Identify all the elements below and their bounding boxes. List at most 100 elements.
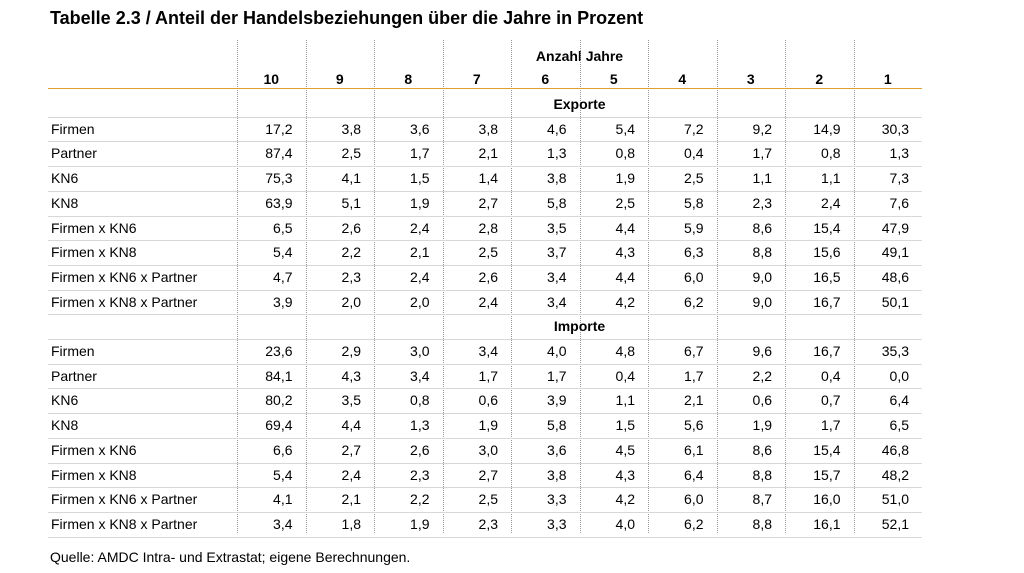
- cell: 2,6: [410, 441, 430, 458]
- row-rule: [48, 487, 922, 489]
- cell: 2,2: [752, 367, 772, 384]
- cell: 8,7: [752, 491, 772, 508]
- group-header: Anzahl Jahre: [535, 48, 624, 64]
- row-label: Firmen x KN6: [51, 219, 137, 236]
- cell: 2,4: [410, 219, 430, 236]
- cell: 2,1: [684, 392, 704, 409]
- cell: 80,2: [265, 392, 293, 409]
- row-rule: [48, 166, 922, 168]
- cell: 3,5: [547, 219, 567, 236]
- cell: 6,6: [273, 441, 293, 458]
- cell: 2,6: [341, 219, 361, 236]
- cell: 3,5: [341, 392, 361, 409]
- section-rule: [48, 536, 922, 538]
- row-rule: [48, 462, 922, 464]
- cell: 1,3: [889, 145, 909, 162]
- cell: 1,1: [821, 170, 841, 187]
- cell: 7,3: [889, 170, 909, 187]
- cell: 3,4: [547, 293, 567, 310]
- column-separator: [648, 40, 649, 533]
- cell: 9,6: [752, 343, 772, 359]
- cell: 2,2: [410, 491, 430, 508]
- cell: 5,1: [341, 194, 361, 211]
- column-separator: [305, 40, 307, 533]
- cell: 4,3: [341, 367, 361, 384]
- cell: 8,6: [752, 441, 772, 458]
- cell: 0,7: [821, 392, 841, 409]
- row-label: Firmen x KN6: [51, 441, 137, 458]
- cell: 6,1: [684, 441, 704, 458]
- cell: 4,2: [615, 293, 635, 310]
- cell: 9,0: [752, 293, 772, 310]
- cell: 1,7: [821, 417, 841, 434]
- cell: 16,5: [813, 268, 841, 285]
- cell: 3,9: [273, 293, 293, 310]
- cell: 2,8: [478, 219, 498, 236]
- cell: 2,4: [478, 293, 498, 310]
- cell: 5,9: [684, 219, 704, 236]
- cell: 15,7: [813, 466, 841, 483]
- cell: 4,5: [615, 441, 635, 458]
- cell: 6,0: [684, 491, 704, 508]
- column-header: 4: [678, 71, 687, 87]
- cell: 5,4: [273, 466, 293, 483]
- cell: 4,2: [615, 491, 635, 508]
- cell: 2,4: [341, 466, 361, 483]
- row-rule: [48, 116, 922, 118]
- cell: 6,4: [889, 392, 909, 409]
- cell: 16,1: [813, 515, 841, 532]
- cell: 2,0: [341, 293, 361, 310]
- cell: 4,4: [615, 219, 635, 236]
- cell: 52,1: [881, 515, 909, 532]
- title: Tabelle 2.3 / Anteil der Handelsbeziehun…: [50, 8, 644, 28]
- cell: 1,8: [341, 515, 361, 532]
- cell: 2,6: [478, 268, 498, 285]
- cell: 2,7: [341, 441, 361, 458]
- row-label: Firmen x KN6 x Partner: [51, 268, 198, 285]
- row-rule: [48, 388, 922, 390]
- cell: 2,1: [478, 145, 498, 162]
- cell: 2,5: [341, 145, 361, 162]
- cell: 5,6: [684, 417, 704, 434]
- row-label: Firmen: [51, 343, 95, 359]
- cell: 0,6: [478, 392, 498, 409]
- cell: 2,0: [410, 293, 430, 310]
- cell: 9,2: [752, 120, 772, 137]
- cell: 1,7: [478, 367, 498, 384]
- cell: 49,1: [881, 244, 909, 261]
- row-rule: [48, 190, 922, 192]
- cell: 15,4: [813, 441, 841, 458]
- cell: 1,5: [615, 417, 635, 434]
- row-rule: [48, 240, 922, 242]
- cell: 7,2: [684, 120, 704, 137]
- header-rule: [48, 88, 922, 89]
- cell: 1,1: [615, 392, 635, 409]
- cell: 0,4: [821, 367, 841, 384]
- cell: 4,4: [341, 417, 361, 434]
- cell: 1,9: [478, 417, 498, 434]
- cell: 8,6: [752, 219, 772, 236]
- column-separator: [579, 40, 581, 533]
- cell: 6,4: [684, 466, 704, 483]
- cell: 5,8: [547, 417, 567, 434]
- row-label: Firmen x KN8 x Partner: [51, 515, 198, 532]
- cell: 0,4: [615, 367, 635, 384]
- row-label: KN6: [51, 392, 79, 409]
- column-separator: [853, 40, 855, 533]
- cell: 35,3: [881, 343, 909, 359]
- row-label: KN8: [51, 194, 79, 211]
- cell: 1,9: [410, 194, 430, 211]
- column-header: 3: [746, 71, 755, 87]
- cell: 51,0: [881, 491, 909, 508]
- cell: 3,3: [547, 491, 567, 508]
- cell: 1,3: [547, 145, 567, 162]
- cell: 46,8: [881, 441, 909, 458]
- cell: 16,7: [813, 343, 841, 359]
- cell: 16,7: [813, 293, 841, 310]
- cell: 8,8: [752, 466, 772, 483]
- row-label: Firmen x KN8 x Partner: [51, 293, 198, 310]
- column-header: 9: [335, 71, 344, 87]
- column-header: 5: [609, 71, 618, 87]
- cell: 1,9: [410, 515, 430, 532]
- row-label: Partner: [51, 367, 97, 384]
